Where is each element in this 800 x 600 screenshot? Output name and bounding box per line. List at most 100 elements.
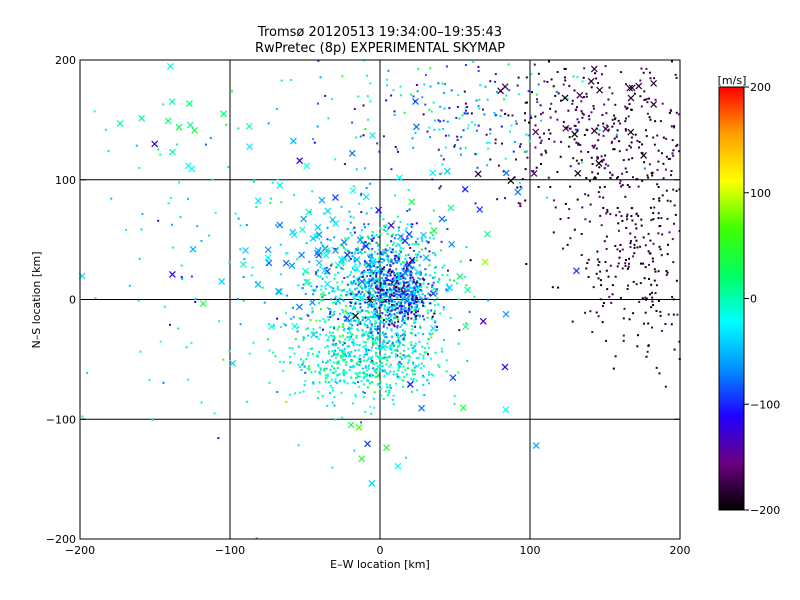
data-point — [340, 349, 343, 352]
data-point — [306, 271, 309, 274]
data-point — [392, 251, 395, 254]
data-point — [439, 172, 442, 175]
data-point — [396, 296, 399, 299]
data-cross-marker — [276, 181, 284, 189]
data-point — [403, 315, 406, 317]
data-point — [329, 359, 332, 361]
data-point — [382, 258, 385, 261]
data-point — [482, 108, 484, 111]
data-point — [403, 356, 406, 359]
y-axis-label: N–S location [km] — [30, 251, 43, 348]
data-point — [352, 185, 355, 188]
data-point — [359, 293, 362, 296]
data-cross-marker — [370, 310, 378, 318]
data-point — [395, 268, 398, 271]
data-point — [364, 261, 367, 264]
data-point — [442, 158, 445, 161]
data-point — [611, 92, 614, 95]
data-point — [417, 310, 419, 313]
data-point — [662, 162, 665, 165]
data-cross-marker — [429, 324, 437, 332]
data-point — [376, 375, 379, 378]
data-point — [620, 215, 623, 218]
data-point — [569, 185, 572, 188]
data-point — [373, 303, 375, 306]
data-point — [445, 288, 448, 291]
data-point — [366, 326, 369, 329]
data-point — [415, 295, 418, 298]
data-point — [392, 300, 395, 303]
data-point — [592, 146, 595, 149]
data-point — [635, 227, 638, 230]
data-point — [382, 218, 385, 221]
data-point — [297, 326, 300, 329]
data-point — [389, 265, 392, 267]
data-point — [372, 361, 375, 364]
data-point — [477, 124, 480, 127]
data-point — [388, 356, 390, 359]
data-point — [392, 373, 395, 376]
data-point — [382, 334, 385, 337]
data-cross-marker — [347, 421, 355, 429]
data-point — [343, 372, 346, 375]
data-point — [611, 140, 613, 143]
data-point — [316, 275, 319, 277]
data-point — [351, 381, 354, 384]
data-point — [354, 320, 357, 323]
data-point — [370, 270, 373, 273]
data-point — [413, 370, 416, 372]
data-point — [336, 328, 339, 331]
data-point — [431, 332, 434, 335]
data-point — [343, 379, 345, 382]
data-point — [309, 281, 312, 284]
data-point — [627, 265, 630, 268]
data-point — [319, 275, 322, 278]
data-point — [409, 279, 411, 282]
data-point — [678, 113, 681, 116]
data-point — [389, 363, 392, 366]
data-point — [626, 288, 629, 290]
data-point — [399, 239, 402, 242]
data-point — [388, 297, 391, 300]
data-point — [649, 118, 652, 121]
data-point — [336, 354, 339, 356]
data-point — [354, 302, 357, 305]
data-cross-marker — [303, 162, 311, 170]
data-point — [415, 84, 418, 86]
data-point — [604, 65, 607, 68]
data-point — [211, 178, 214, 181]
data-point — [410, 317, 413, 320]
data-point — [180, 276, 183, 278]
data-point — [398, 253, 401, 256]
data-cross-marker — [413, 123, 420, 131]
data-point — [370, 358, 373, 361]
data-point — [362, 316, 365, 319]
data-point — [619, 296, 622, 299]
data-point — [494, 80, 497, 83]
data-cross-marker — [379, 344, 387, 352]
data-point — [632, 255, 635, 258]
data-point — [350, 376, 353, 379]
data-point — [504, 157, 507, 160]
data-point — [538, 136, 541, 139]
data-cross-marker — [574, 169, 582, 177]
data-point — [342, 369, 345, 372]
data-point — [401, 357, 403, 360]
data-point — [426, 342, 429, 345]
data-point — [349, 280, 352, 283]
data-point — [436, 325, 438, 328]
data-point — [422, 301, 425, 303]
x-tick-label: −200 — [65, 544, 95, 557]
data-cross-marker — [340, 238, 348, 246]
data-point — [393, 110, 396, 113]
data-point — [387, 271, 390, 274]
data-point — [362, 270, 365, 273]
data-cross-marker — [305, 208, 313, 216]
data-point — [404, 229, 407, 232]
data-point — [341, 245, 344, 247]
data-point — [568, 136, 571, 139]
data-cross-marker — [532, 128, 540, 136]
data-point — [633, 92, 636, 95]
data-point — [368, 256, 371, 259]
data-point — [381, 321, 384, 324]
